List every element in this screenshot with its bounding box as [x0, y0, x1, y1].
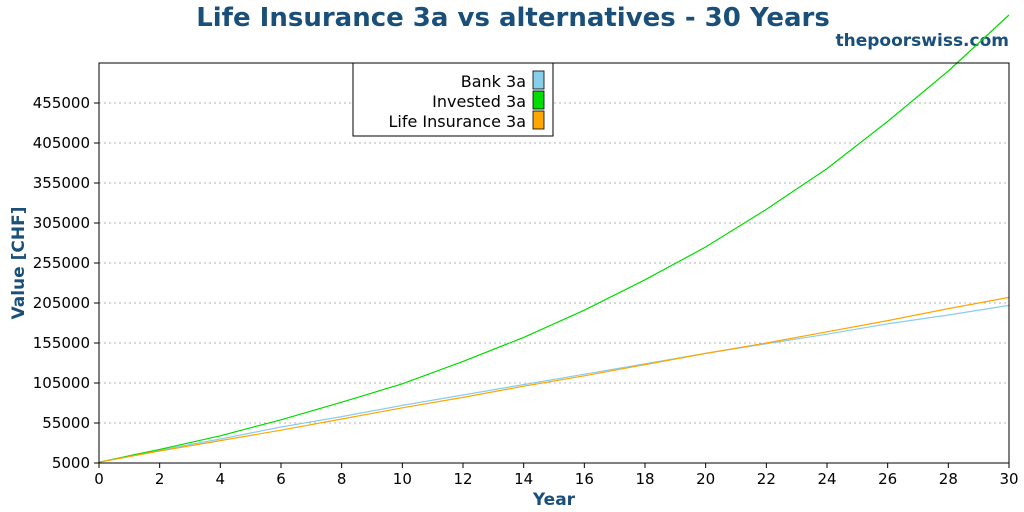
series-line-life-insurance-3a: [98, 296, 1010, 463]
x-tick-label: 18: [635, 470, 654, 488]
y-axis-label: Value [CHF]: [9, 207, 29, 320]
y-tick-label: 405000: [33, 134, 90, 152]
x-tick-label: 6: [276, 470, 286, 488]
legend: Bank 3a Invested 3a Life Insurance 3a: [352, 62, 554, 137]
legend-box: [352, 62, 554, 137]
y-tick-label: 455000: [33, 94, 90, 112]
y-tick-label: 105000: [33, 374, 90, 392]
legend-swatch-life-insurance-3a: [532, 110, 545, 130]
legend-swatch-invested-3a: [532, 90, 545, 110]
series-line-invested-3a: [98, 14, 1010, 463]
legend-label-invested-3a: Invested 3a: [432, 92, 526, 111]
x-tick-label: 22: [757, 470, 776, 488]
y-tick-label: 205000: [33, 294, 90, 312]
x-tick-label: 14: [514, 470, 533, 488]
legend-label-bank-3a: Bank 3a: [461, 72, 526, 91]
series-layer: [98, 14, 1010, 463]
y-tick-label: 55000: [42, 414, 90, 432]
legend-label-life-insurance-3a: Life Insurance 3a: [389, 112, 527, 131]
x-tick-label: 8: [337, 470, 347, 488]
x-tick-label: 28: [939, 470, 958, 488]
x-tick-label: 4: [216, 470, 226, 488]
y-tick-label: 305000: [33, 214, 90, 232]
x-axis-label: Year: [532, 490, 576, 510]
chart-subtitle: thepoorswiss.com: [836, 31, 1010, 51]
y-tick-label: 355000: [33, 174, 90, 192]
x-tick-label: 10: [393, 470, 412, 488]
x-axis: 0 2 4 6 8 10 12 14 16 18 20 22 24 26 28 30: [94, 463, 1019, 488]
x-tick-label: 30: [999, 470, 1018, 488]
x-tick-label: 0: [94, 470, 104, 488]
series-line-bank-3a: [98, 304, 1010, 463]
grid-lines: [99, 102, 1009, 424]
x-tick-label: 24: [817, 470, 836, 488]
x-tick-label: 20: [696, 470, 715, 488]
y-axis: 5000 55000 105000 155000 205000 255000 305000 3…: [33, 94, 99, 472]
y-tick-label: 255000: [33, 254, 90, 272]
x-tick-label: 16: [575, 470, 594, 488]
y-tick-label: 5000: [52, 454, 90, 472]
x-tick-label: 2: [155, 470, 165, 488]
x-tick-label: 26: [878, 470, 897, 488]
legend-swatch-bank-3a: [532, 70, 545, 90]
y-tick-label: 155000: [33, 334, 90, 352]
x-tick-label: 12: [453, 470, 472, 488]
chart-title: Life Insurance 3a vs alternatives - 30 Y…: [196, 3, 830, 33]
